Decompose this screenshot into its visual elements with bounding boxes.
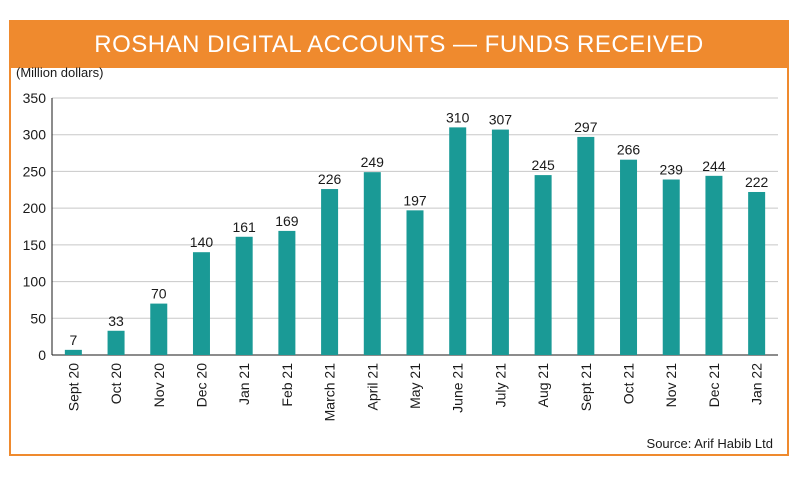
x-tick-label: June 21 [450, 363, 466, 413]
bar [235, 236, 253, 355]
y-tick-label: 50 [30, 310, 46, 326]
x-tick-label: Jan 21 [236, 363, 252, 405]
data-label: 197 [403, 192, 427, 208]
bar [363, 172, 381, 355]
bar [406, 210, 424, 355]
data-label: 33 [108, 313, 124, 329]
x-tick-label: July 21 [492, 363, 508, 408]
data-label: 244 [702, 158, 726, 174]
data-label: 310 [446, 109, 470, 125]
chart-title: ROSHAN DIGITAL ACCOUNTS — FUNDS RECEIVED [11, 22, 787, 68]
y-tick-label: 250 [23, 163, 47, 179]
x-tick-label: Sept 20 [65, 363, 81, 411]
x-tick-label: Nov 20 [151, 363, 167, 408]
y-tick-label: 300 [23, 127, 47, 143]
data-label: 245 [531, 157, 555, 173]
x-tick-label: Feb 21 [279, 363, 295, 407]
bar [150, 303, 168, 355]
x-tick-label: Dec 21 [706, 363, 722, 408]
x-tick-label: Nov 21 [663, 363, 679, 408]
bar [321, 189, 339, 355]
bar [577, 136, 595, 355]
data-label: 226 [318, 171, 342, 187]
x-tick-label: Aug 21 [535, 363, 551, 408]
data-label: 70 [151, 286, 167, 302]
bar [620, 159, 638, 355]
x-tick-label: Jan 22 [749, 363, 765, 405]
data-label: 297 [574, 119, 598, 135]
bar [449, 127, 467, 355]
bar [192, 252, 210, 355]
bar [662, 179, 680, 355]
y-tick-label: 200 [23, 200, 47, 216]
bar [748, 191, 766, 355]
bar [107, 330, 125, 355]
y-tick-label: 100 [23, 274, 47, 290]
data-label: 140 [190, 234, 214, 250]
bar [705, 175, 723, 355]
y-tick-label: 0 [38, 347, 46, 363]
y-tick-label: 150 [23, 237, 47, 253]
x-tick-label: Oct 21 [621, 363, 637, 404]
x-tick-label: Dec 20 [193, 363, 209, 408]
y-axis-title: (Million dollars) [16, 65, 103, 80]
data-label: 7 [69, 332, 77, 348]
bar [64, 349, 82, 355]
data-label: 307 [489, 112, 513, 128]
x-tick-label: May 21 [407, 363, 423, 409]
x-tick-label: April 21 [364, 363, 380, 411]
data-label: 161 [232, 219, 256, 235]
source-note: Source: Arif Habib Ltd [646, 436, 773, 451]
bar [278, 230, 296, 355]
x-tick-label: Oct 20 [108, 363, 124, 404]
data-label: 169 [275, 213, 299, 229]
data-label: 249 [361, 154, 385, 170]
x-tick-label: March 21 [322, 363, 338, 422]
y-tick-label: 350 [23, 90, 47, 106]
chart-frame: ROSHAN DIGITAL ACCOUNTS — FUNDS RECEIVED… [9, 20, 789, 456]
bar [491, 129, 509, 355]
data-label: 222 [745, 174, 769, 190]
data-label: 266 [617, 142, 641, 158]
x-tick-label: Sept 21 [578, 363, 594, 411]
bar [534, 175, 552, 355]
data-label: 239 [660, 162, 684, 178]
